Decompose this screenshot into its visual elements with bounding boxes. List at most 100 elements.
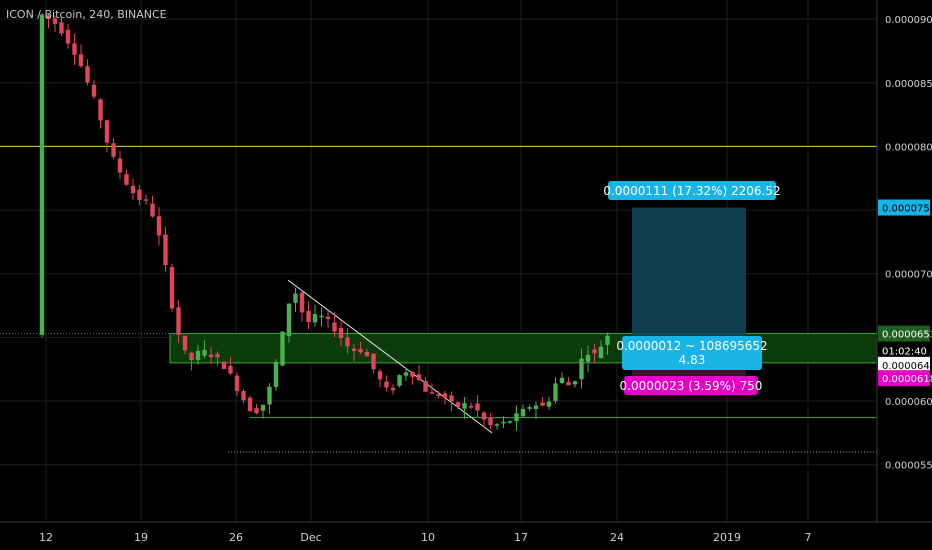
- candle-body: [514, 413, 519, 422]
- candle-body: [91, 84, 97, 97]
- candle-body: [351, 348, 357, 351]
- candle-body: [410, 371, 415, 377]
- candle-body: [267, 386, 272, 405]
- candle-body: [137, 189, 142, 201]
- candle-body: [46, 15, 51, 20]
- candle-body: [241, 391, 246, 401]
- candle-body: [104, 120, 110, 143]
- profit-zone[interactable]: [632, 207, 746, 349]
- candle-body: [234, 375, 240, 392]
- candle-body: [585, 354, 591, 362]
- candle-body: [559, 377, 565, 384]
- candle-body: [189, 352, 194, 361]
- candle-body: [163, 234, 168, 266]
- time-tick-label: 17: [514, 531, 528, 544]
- candle-body: [299, 292, 305, 313]
- time-tick-label: 12: [39, 531, 53, 544]
- candle-body: [598, 346, 604, 358]
- candle-body: [228, 365, 233, 374]
- time-tick-label: 10: [421, 531, 435, 544]
- candle-body: [494, 424, 500, 426]
- time-tick-label: 7: [805, 531, 812, 544]
- candle-body: [397, 375, 402, 386]
- candle-body: [442, 393, 448, 398]
- candle-body: [111, 143, 116, 157]
- stop-price-tag-box: [878, 370, 930, 387]
- candle-body: [403, 372, 409, 376]
- time-axis: 12 19 26 Dec 10 17 24 2019 7: [0, 521, 932, 544]
- entry-label-line2: 4.83: [679, 353, 706, 367]
- candle-body: [605, 335, 610, 345]
- candle-body: [546, 401, 552, 407]
- time-tick-label: 24: [610, 531, 624, 544]
- candle-body: [475, 403, 480, 411]
- candle-body: [416, 374, 422, 381]
- time-tick-label: 26: [229, 531, 243, 544]
- candle-body: [78, 54, 84, 67]
- candle-body: [215, 353, 220, 358]
- entry-label-box: [622, 336, 762, 370]
- candle-body: [319, 315, 324, 318]
- candle-body: [572, 381, 578, 385]
- candle-body: [579, 358, 584, 380]
- candle-body: [130, 185, 136, 194]
- candle-body: [117, 158, 123, 173]
- candle-body: [98, 99, 103, 121]
- candle-body: [150, 203, 155, 217]
- candle-body: [462, 403, 467, 409]
- candle-body: [553, 383, 558, 402]
- candle-body: [221, 361, 227, 369]
- candle-body: [195, 350, 201, 360]
- profit-label: 0.0000111 (17.32%) 2206.52: [603, 184, 780, 198]
- long-position-tool: 0.0000111 (17.32%) 2206.52 0.0000012 ~ 10…: [603, 181, 781, 395]
- candle-body: [533, 405, 539, 409]
- candle-body: [247, 397, 253, 412]
- symbol-title: ICON / Bitcoin, 240, BINANCE: [6, 8, 167, 21]
- candle-body: [527, 407, 532, 409]
- time-tick-label: Dec: [300, 531, 321, 544]
- candle-body: [293, 293, 298, 303]
- candle-body: [202, 349, 207, 356]
- last-price-tag-box: [878, 325, 930, 342]
- candle-body: [85, 66, 90, 83]
- entry-label-line1: 0.0000012 ~ 108695652: [616, 339, 767, 353]
- time-tick-label: 19: [134, 531, 148, 544]
- candle-body: [592, 349, 597, 354]
- candle-body: [59, 22, 64, 34]
- candle-body: [566, 381, 571, 386]
- candle-body: [286, 303, 292, 337]
- countdown-tag: 01:02:40: [882, 347, 927, 358]
- loss-label-box: [624, 376, 758, 395]
- candle-body: [384, 381, 389, 388]
- candles: [39, 13, 610, 431]
- candle-body: [280, 331, 285, 366]
- candle-body: [358, 349, 363, 353]
- target-price-tag: 0.0000752: [882, 204, 932, 215]
- candle-body: [540, 402, 545, 406]
- candle-body: [332, 322, 337, 332]
- time-tick-label: 2019: [713, 531, 741, 544]
- candle-body: [124, 174, 129, 185]
- entry-price-tag: 0.0000641: [882, 361, 932, 372]
- candle-body: [260, 404, 266, 411]
- candle-body: [325, 316, 331, 320]
- profit-label-box: [608, 181, 776, 200]
- countdown-tag-box: [878, 342, 930, 359]
- target-price-tag-box: [878, 199, 930, 216]
- candle-body: [436, 394, 441, 397]
- candle-body: [423, 380, 428, 392]
- candle-body: [468, 405, 474, 408]
- candle-body: [312, 314, 318, 323]
- candle-body: [364, 352, 370, 357]
- candle-body: [52, 18, 58, 24]
- support-zone[interactable]: [169, 333, 878, 364]
- candle-body: [306, 310, 311, 323]
- candle-body: [377, 371, 383, 380]
- candle-body: [182, 335, 188, 351]
